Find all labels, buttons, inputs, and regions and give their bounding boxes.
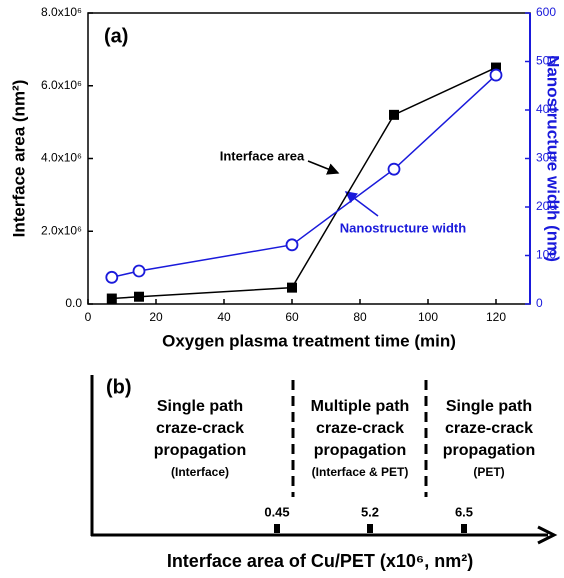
series-annotation: Interface area (220, 148, 305, 163)
axis-arrowhead (537, 525, 558, 545)
y2-tick-label: 300 (536, 151, 556, 165)
panel-label: (b) (106, 376, 132, 398)
y-axis-title: Interface area (nm²) (9, 80, 28, 238)
region-text: propagation (314, 442, 406, 459)
y2-axis-title: Nanostructure width (nm) (544, 55, 563, 262)
series-annotation: Nanostructure width (340, 220, 466, 235)
series-line (111, 66, 497, 300)
data-point (132, 264, 146, 278)
region-text: propagation (443, 442, 535, 459)
x-tick-label: 40 (217, 310, 231, 324)
region-text: craze-crack (445, 420, 533, 437)
y2-tick-label: 500 (536, 54, 556, 68)
y2-tick-label: 100 (536, 248, 556, 262)
data-point (389, 109, 399, 120)
data-point (134, 291, 144, 302)
panel-label: (a) (104, 25, 128, 47)
region-text: Single path (446, 398, 532, 415)
y-tick-label: 4.0x10⁶ (41, 151, 82, 165)
data-point (105, 270, 119, 284)
x-tick-label: 100 (418, 310, 438, 324)
region-text: Multiple path (311, 398, 410, 415)
marker-tick (461, 524, 467, 533)
data-point (387, 162, 401, 176)
region-text: craze-crack (156, 420, 244, 437)
x-tick-label: 60 (285, 310, 299, 324)
x-tick-label: 120 (486, 310, 506, 324)
marker-label: 5.2 (361, 504, 379, 519)
plot-frame (87, 12, 531, 305)
x-axis-title: Oxygen plasma treatment time (min) (162, 331, 456, 350)
region-text: craze-crack (316, 420, 404, 437)
marker-tick (367, 524, 373, 533)
y-tick-label: 8.0x10⁶ (41, 5, 82, 19)
x-tick-label: 0 (85, 310, 92, 324)
x-axis-title: Interface area of Cu/PET (x10⁶, nm²) (167, 551, 473, 571)
series-line (111, 74, 497, 279)
y-tick-label: 6.0x10⁶ (41, 78, 82, 92)
region-text: propagation (154, 442, 246, 459)
region-note: (Interface) (171, 465, 229, 479)
y2-tick-label: 0 (536, 296, 543, 310)
marker-label: 6.5 (455, 504, 473, 519)
annotation-arrow (307, 160, 340, 175)
marker-label: 0.45 (264, 504, 289, 519)
data-point (106, 293, 117, 304)
data-point (491, 62, 501, 73)
annotation-arrow (344, 191, 379, 217)
data-point (285, 238, 299, 252)
region-note: (Interface & PET) (312, 465, 409, 479)
y2-tick-label: 600 (536, 5, 556, 19)
y2-tick-label: 400 (536, 102, 556, 116)
x-tick-label: 80 (353, 310, 367, 324)
marker-tick (274, 524, 280, 533)
x-tick-label: 20 (149, 310, 163, 324)
region-text: Single path (157, 398, 243, 415)
data-point (287, 282, 297, 293)
y2-tick-label: 200 (536, 199, 556, 213)
y-tick-label: 2.0x10⁶ (41, 223, 82, 237)
data-point (489, 68, 503, 82)
y-tick-label: 0.0 (65, 296, 82, 310)
region-note: (PET) (473, 465, 504, 479)
